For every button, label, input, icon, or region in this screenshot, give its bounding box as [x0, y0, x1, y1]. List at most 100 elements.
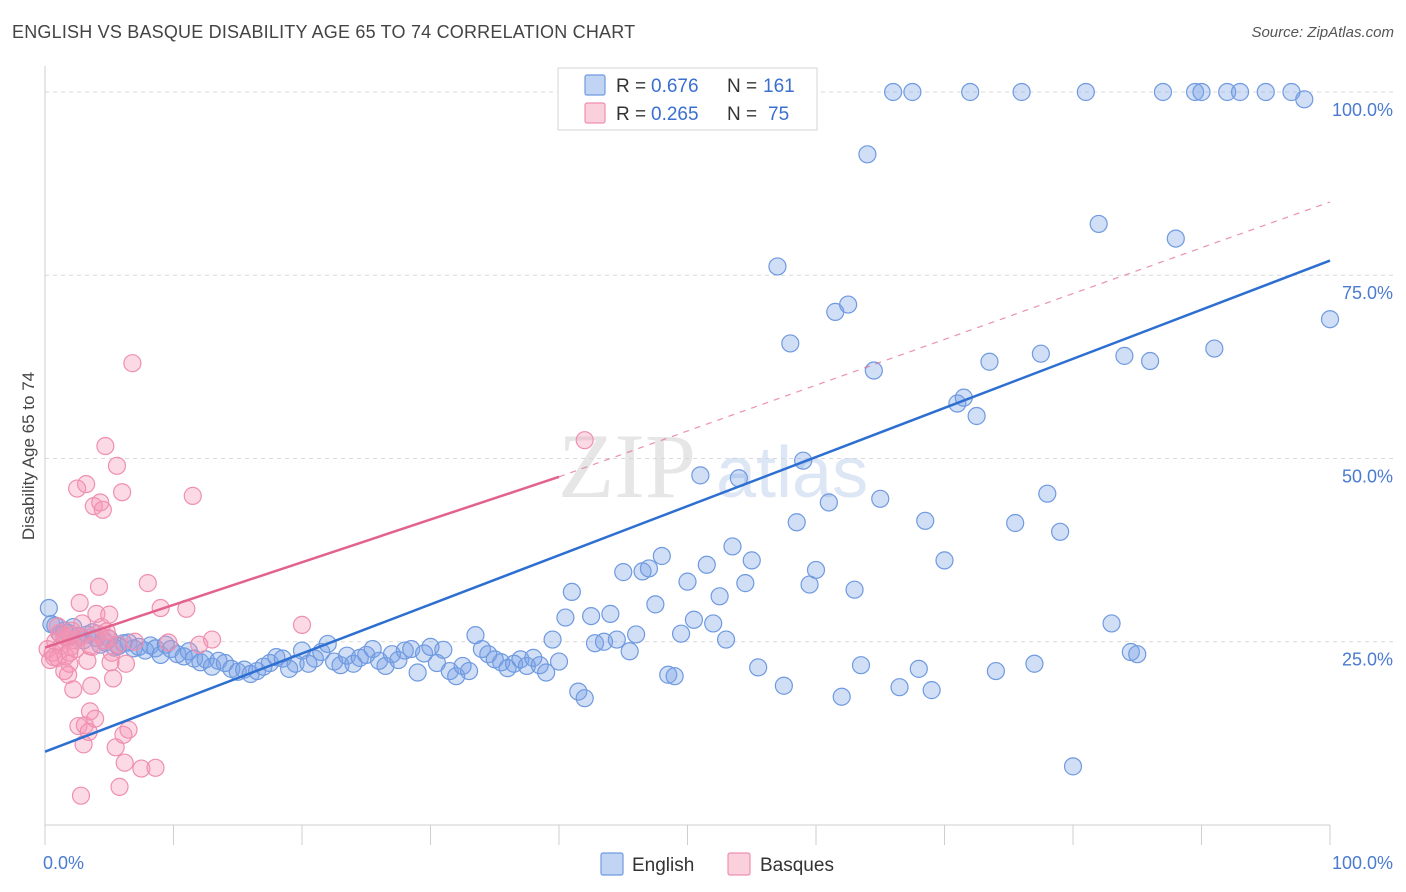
legend-r-basque: 0.265	[651, 104, 699, 125]
english-point-58	[363, 639, 382, 659]
y-tick-label-2: 75.0%	[1342, 283, 1393, 303]
english-point-166	[1192, 82, 1211, 102]
legend-n-label-basque: N =	[727, 104, 757, 125]
english-point-110	[697, 555, 716, 574]
english-point-162	[1140, 351, 1160, 371]
y-axis-title: Disability Age 65 to 74	[19, 372, 38, 540]
basque-point-52	[115, 753, 134, 772]
english-point-90	[569, 682, 588, 701]
english-point-117	[742, 551, 761, 570]
basque-point-54	[119, 720, 138, 739]
watermark-zip: ZIP	[558, 415, 696, 517]
english-point-65	[408, 663, 427, 682]
english-point-127	[819, 493, 838, 512]
gridlines	[45, 91, 1395, 643]
basque-point-59	[146, 758, 165, 777]
basque-point-18	[69, 716, 88, 736]
basque-point-61	[159, 633, 178, 652]
basque-point-41	[98, 628, 118, 648]
english-point-169	[1230, 82, 1250, 102]
english-point-87	[549, 652, 569, 671]
tick-labels: 25.0% 50.0% 75.0% 100.0% 0.0% 100.0%	[43, 100, 1393, 873]
basque-point-39	[96, 436, 115, 456]
english-point-49	[305, 649, 324, 668]
english-point-91	[575, 689, 594, 708]
basque-point-42	[100, 605, 119, 624]
english-point-86	[543, 630, 562, 649]
basque-point-35	[91, 493, 110, 512]
top-legend: R = 0.676 N = 161 R = 0.265 N = 75	[557, 67, 818, 131]
basque-point-55	[123, 354, 142, 373]
axes	[44, 66, 1331, 845]
basque-point-53	[116, 654, 136, 673]
y-tick-label-1: 50.0%	[1342, 466, 1393, 486]
basque-trend-line	[44, 475, 560, 649]
english-point-92	[582, 606, 601, 626]
english-point-85	[537, 663, 556, 682]
legend-box	[557, 67, 818, 131]
english-point-113	[716, 630, 736, 649]
basque-point-67	[575, 431, 594, 450]
english-point-137	[890, 678, 909, 697]
english-point-131	[845, 580, 864, 599]
english-point-155	[1063, 757, 1083, 776]
english-point-148	[986, 661, 1006, 681]
x-tick-label-0: 0.0%	[43, 853, 84, 873]
english-point-66	[414, 644, 434, 663]
english-point-161	[1128, 645, 1147, 664]
chart-title: ENGLISH VS BASQUE DISABILITY AGE 65 TO 7…	[12, 22, 636, 42]
basque-point-63	[183, 486, 202, 505]
basque-point-57	[132, 759, 151, 778]
basque-point-50	[112, 483, 132, 502]
english-point-114	[723, 537, 742, 556]
english-point-93	[585, 634, 605, 653]
english-point-83	[524, 648, 543, 667]
basque-point-65	[202, 630, 222, 649]
basque-point-72	[80, 637, 100, 656]
basque-trend-extension	[558, 201, 1331, 478]
english-point-167	[1205, 339, 1224, 358]
english-point-136	[883, 82, 903, 102]
y-tick-label-0: 25.0%	[1342, 650, 1393, 670]
basque-point-66	[292, 615, 312, 634]
english-point-159	[1115, 346, 1134, 365]
english-point-153	[1038, 484, 1057, 503]
trend-lines	[44, 201, 1331, 753]
english-point-138	[903, 82, 922, 102]
basque-point-51	[114, 725, 133, 744]
basque-point-73	[44, 648, 64, 667]
basque-point-17	[68, 479, 87, 498]
english-point-133	[858, 145, 877, 164]
english-point-104	[659, 665, 678, 684]
bottom-legend: English Basques	[600, 852, 834, 876]
english-point-139	[909, 659, 928, 678]
basque-point-48	[109, 635, 128, 654]
basque-point-34	[89, 577, 109, 596]
english-point-173	[1320, 310, 1340, 329]
english-point-172	[1295, 90, 1314, 109]
english-point-129	[832, 687, 851, 706]
english-point-89	[562, 582, 581, 602]
english-point-88	[556, 608, 575, 627]
english-point-96	[607, 630, 626, 649]
basque-point-47	[107, 456, 127, 475]
english-point-149	[1006, 513, 1025, 533]
basque-point-58	[138, 574, 157, 593]
english-point-107	[678, 572, 697, 591]
basque-point-56	[125, 632, 145, 651]
bottom-legend-swatch-english	[600, 852, 624, 876]
english-point-63	[395, 641, 414, 660]
english-point-151	[1025, 654, 1044, 673]
english-points	[39, 82, 1340, 776]
english-point-122	[781, 334, 800, 353]
english-point-97	[614, 563, 633, 582]
english-point-31	[191, 653, 210, 672]
legend-n-label-english: N =	[727, 76, 757, 97]
legend-swatch-english	[584, 74, 606, 96]
english-point-121	[774, 676, 793, 695]
english-point-152	[1031, 344, 1050, 363]
english-point-164	[1166, 229, 1185, 248]
english-point-0	[39, 598, 58, 618]
english-point-168	[1218, 82, 1237, 102]
